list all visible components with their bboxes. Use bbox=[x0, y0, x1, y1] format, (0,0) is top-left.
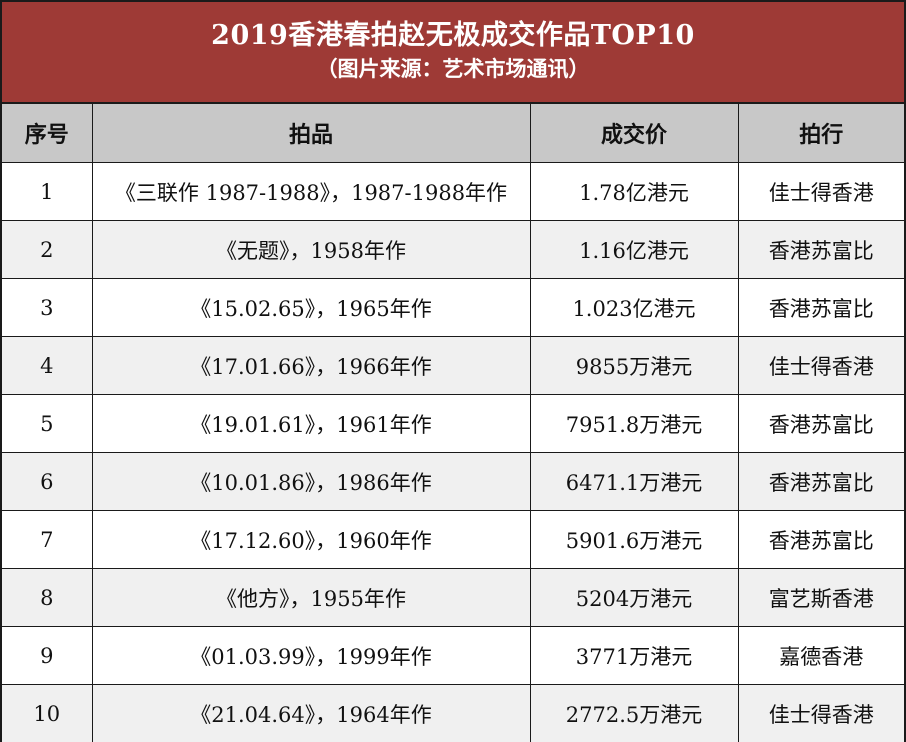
cell-auction-house: 富艺斯香港 bbox=[737, 568, 904, 627]
cell-price: 1.023亿港元 bbox=[529, 278, 739, 337]
table-row: 5 《19.01.61》，1961年作 7951.8万港元 香港苏富比 bbox=[2, 394, 904, 453]
cell-auction-house: 香港苏富比 bbox=[737, 394, 904, 453]
header-artwork: 拍品 bbox=[91, 104, 531, 163]
cell-artwork: 《他方》，1955年作 bbox=[91, 568, 531, 627]
cell-price: 2772.5万港元 bbox=[529, 684, 739, 742]
table-row: 2 《无题》，1958年作 1.16亿港元 香港苏富比 bbox=[2, 220, 904, 279]
cell-price: 9855万港元 bbox=[529, 336, 739, 395]
cell-artwork: 《17.12.60》，1960年作 bbox=[91, 510, 531, 569]
cell-auction-house: 佳士得香港 bbox=[737, 684, 904, 742]
table-row: 10 《21.04.64》，1964年作 2772.5万港元 佳士得香港 bbox=[2, 684, 904, 742]
auction-results-table: 序号 拍品 成交价 拍行 1 《三联作 1987-1988》，1987-1988… bbox=[2, 104, 904, 742]
table-row: 6 《10.01.86》，1986年作 6471.1万港元 香港苏富比 bbox=[2, 452, 904, 511]
cell-rank: 9 bbox=[2, 626, 93, 685]
cell-rank: 8 bbox=[2, 568, 93, 627]
image-source-note: （图片来源：艺术市场通讯） bbox=[316, 56, 590, 81]
cell-rank: 6 bbox=[2, 452, 93, 511]
cell-rank: 2 bbox=[2, 220, 93, 279]
cell-artwork: 《17.01.66》，1966年作 bbox=[91, 336, 531, 395]
table-row: 3 《15.02.65》，1965年作 1.023亿港元 香港苏富比 bbox=[2, 278, 904, 337]
title-banner: 2019香港春拍赵无极成交作品TOP10 （图片来源：艺术市场通讯） bbox=[2, 2, 904, 104]
cell-rank: 5 bbox=[2, 394, 93, 453]
cell-auction-house: 香港苏富比 bbox=[737, 278, 904, 337]
cell-artwork: 《无题》，1958年作 bbox=[91, 220, 531, 279]
header-auction-house: 拍行 bbox=[737, 104, 904, 163]
cell-rank: 1 bbox=[2, 162, 93, 221]
cell-auction-house: 香港苏富比 bbox=[737, 510, 904, 569]
cell-artwork: 《21.04.64》，1964年作 bbox=[91, 684, 531, 742]
cell-auction-house: 香港苏富比 bbox=[737, 452, 904, 511]
header-rank: 序号 bbox=[2, 104, 93, 163]
cell-price: 1.78亿港元 bbox=[529, 162, 739, 221]
cell-rank: 7 bbox=[2, 510, 93, 569]
cell-price: 1.16亿港元 bbox=[529, 220, 739, 279]
cell-price: 5901.6万港元 bbox=[529, 510, 739, 569]
cell-artwork: 《10.01.86》，1986年作 bbox=[91, 452, 531, 511]
table-row: 7 《17.12.60》，1960年作 5901.6万港元 香港苏富比 bbox=[2, 510, 904, 569]
cell-rank: 3 bbox=[2, 278, 93, 337]
cell-auction-house: 佳士得香港 bbox=[737, 162, 904, 221]
cell-price: 5204万港元 bbox=[529, 568, 739, 627]
cell-artwork: 《15.02.65》，1965年作 bbox=[91, 278, 531, 337]
cell-auction-house: 香港苏富比 bbox=[737, 220, 904, 279]
cell-price: 6471.1万港元 bbox=[529, 452, 739, 511]
cell-artwork: 《19.01.61》，1961年作 bbox=[91, 394, 531, 453]
table-row: 4 《17.01.66》，1966年作 9855万港元 佳士得香港 bbox=[2, 336, 904, 395]
table-row: 9 《01.03.99》，1999年作 3771万港元 嘉德香港 bbox=[2, 626, 904, 685]
table-row: 1 《三联作 1987-1988》，1987-1988年作 1.78亿港元 佳士… bbox=[2, 162, 904, 221]
header-row: 序号 拍品 成交价 拍行 bbox=[2, 104, 904, 163]
header-price: 成交价 bbox=[529, 104, 739, 163]
cell-artwork: 《三联作 1987-1988》，1987-1988年作 bbox=[91, 162, 531, 221]
table-row: 8 《他方》，1955年作 5204万港元 富艺斯香港 bbox=[2, 568, 904, 627]
cell-rank: 10 bbox=[2, 684, 93, 742]
cell-price: 7951.8万港元 bbox=[529, 394, 739, 453]
table-title: 2019香港春拍赵无极成交作品TOP10 bbox=[211, 20, 695, 51]
cell-artwork: 《01.03.99》，1999年作 bbox=[91, 626, 531, 685]
cell-auction-house: 嘉德香港 bbox=[737, 626, 904, 685]
cell-price: 3771万港元 bbox=[529, 626, 739, 685]
cell-rank: 4 bbox=[2, 336, 93, 395]
cell-auction-house: 佳士得香港 bbox=[737, 336, 904, 395]
